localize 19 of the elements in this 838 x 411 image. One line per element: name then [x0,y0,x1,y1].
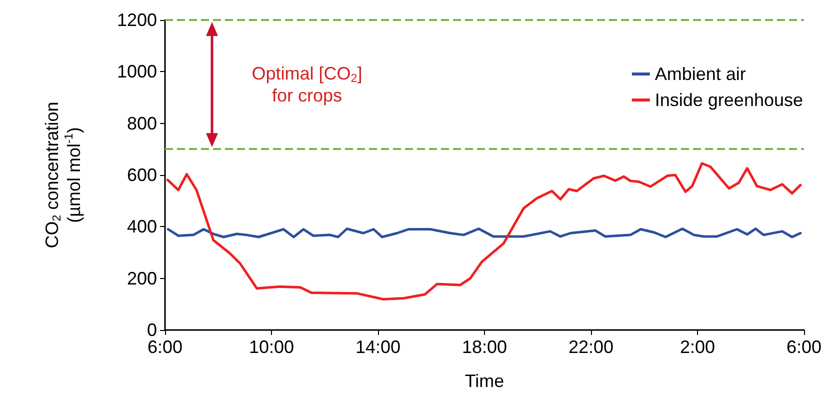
line-series [166,162,802,301]
y-tick-label: 1200 [116,10,157,30]
x-tick-label: 10:00 [248,337,294,357]
y-tick-label: 0 [146,320,157,340]
y-tick-label: 200 [126,268,157,288]
x-tick-label: 22:00 [568,337,614,357]
x-tick-label: 6:00 [786,337,822,357]
x-axis-title: Time [464,371,504,391]
y-tick-label: 800 [126,113,157,134]
x-tick-label: 2:00 [680,337,716,357]
y-tick-label: 1000 [116,62,157,82]
x-tick-label: 6:00 [147,337,183,357]
x-tick-label: 14:00 [355,337,401,357]
line-series [166,227,802,238]
x-tick-label: 18:00 [462,337,508,357]
y-tick-label: 400 [126,216,157,237]
legend-label: Ambient air [654,64,746,84]
y-tick-label: 600 [126,165,157,185]
legend-label: Inside greenhouse [654,90,804,110]
